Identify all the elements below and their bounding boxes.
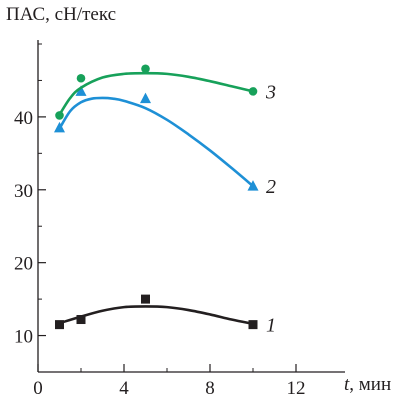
data-point-square <box>55 320 64 330</box>
y-tick-label: 10 <box>14 327 33 348</box>
data-point-square <box>76 315 86 325</box>
data-point-circle <box>76 73 86 83</box>
x-tick-label: 8 <box>205 378 215 399</box>
x-tick-label: 0 <box>33 378 43 399</box>
series-2-line <box>58 96 255 188</box>
data-point-circle <box>141 64 150 74</box>
data-point-triangle <box>75 85 87 96</box>
x-tick-label: 4 <box>119 378 129 399</box>
series-3: 3 <box>55 64 276 120</box>
series-3-line <box>58 71 255 116</box>
data-point-triangle <box>247 180 259 191</box>
data-point-triangle <box>54 121 65 133</box>
y-tick-label: 40 <box>14 108 33 129</box>
series-1-line <box>58 305 255 326</box>
series-layer: 1 2 3 <box>54 64 276 337</box>
series-label: 2 <box>266 176 276 198</box>
x-axis-unit: , мин <box>349 374 392 395</box>
x-axis-variable: t <box>344 374 350 395</box>
data-point-triangle <box>140 92 151 104</box>
series-label: 1 <box>266 315 276 337</box>
series-1: 1 <box>55 294 276 337</box>
y-axis-label: ПАС, сН/текс <box>6 4 117 25</box>
series-label: 3 <box>265 81 276 103</box>
data-point-square <box>141 294 150 304</box>
series-2: 2 <box>54 85 276 198</box>
data-point-circle <box>248 87 258 96</box>
data-point-circle <box>55 111 64 120</box>
y-tick-label: 20 <box>14 254 33 275</box>
y-tick-label: 30 <box>14 181 33 202</box>
x-tick-label: 12 <box>287 378 306 399</box>
x-axis-label: t, мин <box>344 374 391 396</box>
data-point-square <box>248 320 258 330</box>
